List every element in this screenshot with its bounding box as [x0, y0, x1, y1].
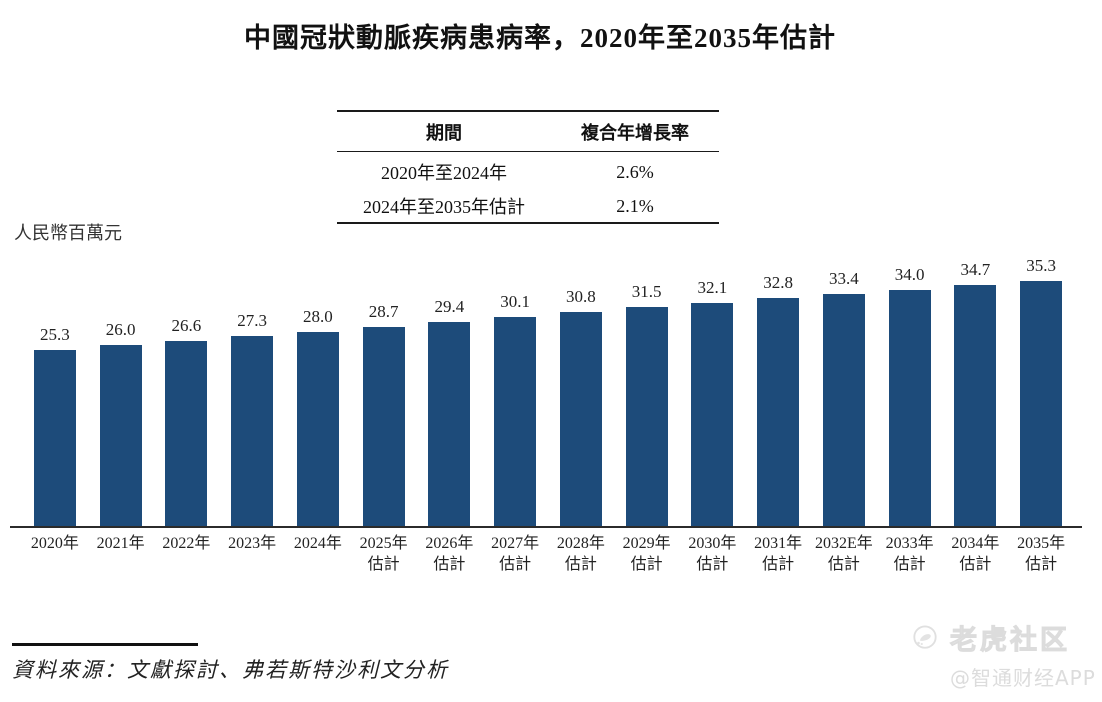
- x-tick-label: 2029年 估計: [622, 535, 671, 573]
- x-tick-label: 2034年 估計: [951, 535, 1000, 573]
- cagr-header-period: 期間: [337, 111, 551, 152]
- bar-value-label: 32.8: [763, 273, 793, 292]
- bar-value-label: 27.3: [237, 311, 267, 330]
- bar: [757, 298, 800, 526]
- bar: [691, 303, 734, 526]
- bar-group: 30.8: [548, 243, 614, 526]
- bar-value-label: 32.1: [697, 278, 728, 297]
- bar-value-label: 28.0: [303, 307, 333, 326]
- x-tick-label: 2024年: [293, 535, 342, 552]
- bar-value-label: 26.6: [171, 316, 202, 335]
- bar-group: 32.8: [745, 243, 811, 526]
- x-tick-label: 2031年 估計: [754, 535, 803, 573]
- x-tick-label: 2023年: [228, 535, 277, 552]
- source-divider: [12, 643, 198, 646]
- bar-group: 29.4: [417, 243, 483, 526]
- bar-group: 33.4: [811, 243, 877, 526]
- cagr-period-cell: 2020年至2024年: [380, 163, 507, 183]
- bar: [99, 345, 142, 526]
- x-tick-label: 2022年: [162, 535, 211, 552]
- bar-group: 32.1: [680, 243, 746, 526]
- table-row: 2024年至2035年估計 2.1%: [337, 188, 719, 223]
- bar: [428, 322, 471, 526]
- bar-value-label: 30.8: [566, 287, 596, 306]
- cagr-value-cell: 2.1%: [616, 195, 654, 216]
- cagr-period-cell: 2024年至2035年估計: [362, 197, 525, 217]
- bar-group: 35.3: [1008, 243, 1074, 526]
- x-tick-label: 2021年: [96, 535, 145, 552]
- y-axis-unit-label: 人民幣百萬元: [14, 223, 122, 243]
- x-tick-label: 2020年: [30, 535, 79, 552]
- bar-group: 26.0: [88, 243, 154, 526]
- bar-value-label: 28.7: [368, 302, 399, 321]
- cagr-value-cell: 2.6%: [616, 161, 654, 182]
- bar: [165, 341, 208, 526]
- x-tick-label: 2033年 估計: [885, 535, 934, 573]
- x-tick-label: 2032E年 估計: [814, 535, 873, 573]
- x-tick-label: 2027年 估計: [491, 535, 540, 573]
- x-tick-label: 2028年 估計: [556, 535, 605, 573]
- x-tick-label: 2026年 估計: [425, 535, 474, 573]
- watermark-app-credit: @智通财经APP: [950, 666, 1096, 690]
- source-note: 資料來源：文獻探討、弗若斯特沙利文分析: [12, 658, 449, 682]
- bar: [494, 317, 537, 526]
- bar-value-label: 34.0: [894, 265, 925, 284]
- bar-value-label: 31.5: [631, 282, 662, 301]
- cagr-table: 期間 複合年增長率 2020年至2024年 2.6% 2024年至2035年估計…: [337, 110, 719, 224]
- cagr-table-header-row: 期間 複合年增長率: [337, 111, 719, 152]
- bar: [1020, 281, 1063, 526]
- bar-value-label: 26.0: [105, 320, 136, 339]
- bar-value-label: 25.3: [40, 325, 70, 344]
- bar-group: 27.3: [219, 243, 285, 526]
- bar-group: 30.1: [482, 243, 548, 526]
- bar: [231, 336, 274, 526]
- cagr-header-rate: 複合年增長率: [550, 111, 719, 152]
- bar-value-label: 34.7: [960, 260, 991, 279]
- bar: [362, 327, 405, 526]
- bar: [625, 307, 668, 526]
- bar: [954, 285, 997, 526]
- watermark-tiger-label: 老虎社区: [950, 625, 1070, 657]
- x-tick-label: 2035年 估計: [1017, 535, 1066, 573]
- bar-group: 28.0: [285, 243, 351, 526]
- bar: [33, 350, 76, 526]
- bar: [559, 312, 602, 526]
- x-tick-label: 2025年 估計: [359, 535, 408, 573]
- bar-group: 28.7: [351, 243, 417, 526]
- watermark-tiger-community: 老虎社区: [912, 618, 1070, 657]
- chart-title: 中國冠狀動脈疾病患病率，2020年至2035年估計: [244, 23, 836, 53]
- bar-group: 26.6: [154, 243, 220, 526]
- bar: [296, 332, 339, 526]
- tiger-circle-icon: [913, 624, 937, 649]
- x-axis-labels: 2020年 2021年 2022年 2023年 2024年 2025年 估計 2026年 估計 2…: [10, 533, 1082, 575]
- bar: [888, 290, 931, 526]
- bar-value-label: 33.4: [829, 269, 859, 288]
- bar-group: 31.5: [614, 243, 680, 526]
- bar-group: 34.0: [877, 243, 943, 526]
- bar: [822, 294, 865, 526]
- bar-value-label: 30.1: [500, 292, 530, 311]
- x-tick-label: 2030年 估計: [688, 535, 737, 573]
- bar-value-label: 29.4: [434, 297, 465, 316]
- bar-group: 34.7: [943, 243, 1009, 526]
- plot-area: 25.3 26.0 26.6 27.3 28.0 28.7 29.4 30.1 30.8 31.5…: [10, 243, 1082, 528]
- table-row: 2020年至2024年 2.6%: [337, 152, 719, 189]
- bar-value-label: 35.3: [1026, 256, 1056, 275]
- bar-group: 25.3: [22, 243, 88, 526]
